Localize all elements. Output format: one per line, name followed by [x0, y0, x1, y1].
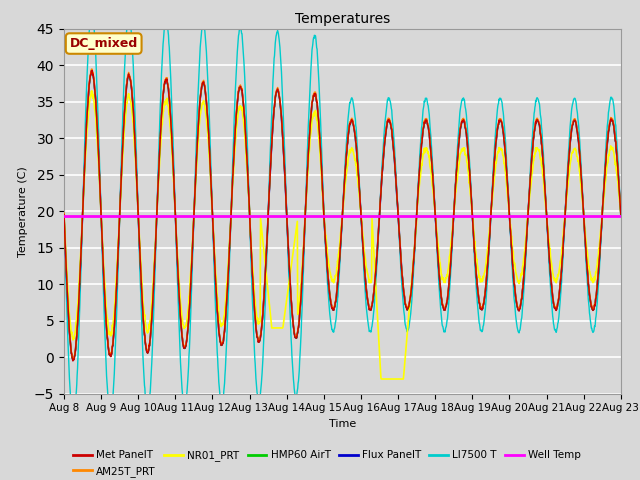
X-axis label: Time: Time	[329, 419, 356, 429]
Y-axis label: Temperature (C): Temperature (C)	[19, 166, 28, 257]
Text: DC_mixed: DC_mixed	[70, 37, 138, 50]
Title: Temperatures: Temperatures	[295, 12, 390, 26]
Legend: Met PanelT, AM25T_PRT, NR01_PRT, HMP60 AirT, Flux PanelT, LI7500 T, Well Temp: Met PanelT, AM25T_PRT, NR01_PRT, HMP60 A…	[69, 446, 585, 480]
